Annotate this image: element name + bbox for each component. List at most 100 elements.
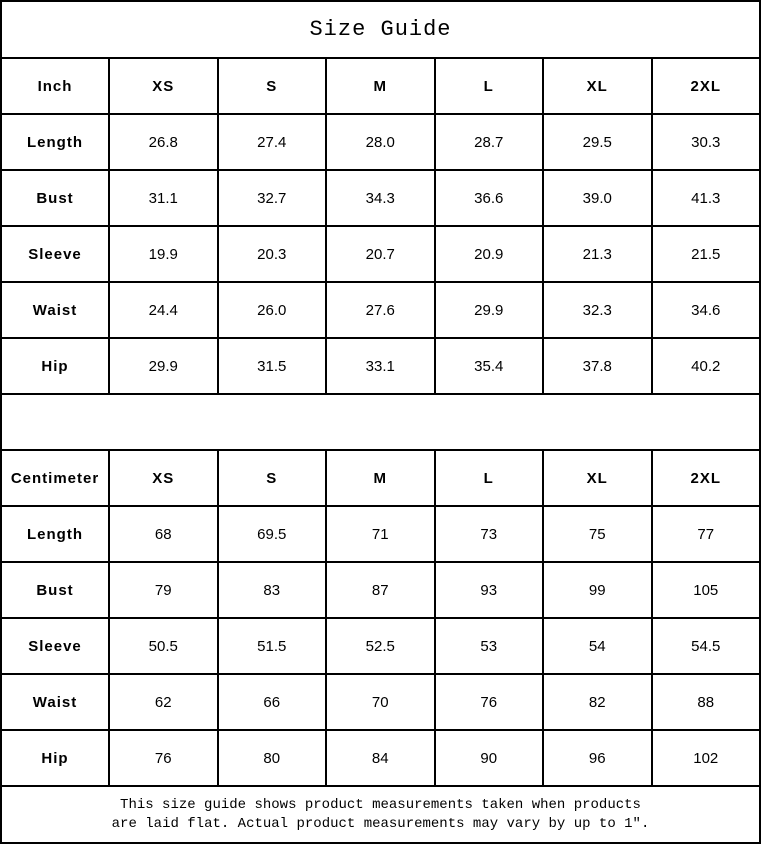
spacer-cell <box>0 393 761 451</box>
table-row: Sleeve 50.5 51.5 52.5 53 54 54.5 <box>0 617 761 675</box>
measurement-cell: 105 <box>650 561 761 619</box>
measurement-cell: 52.5 <box>325 617 436 675</box>
measurement-cell: 76 <box>108 729 219 787</box>
measurement-cell: 102 <box>650 729 761 787</box>
col-header-l: L <box>433 57 544 115</box>
measurement-cell: 87 <box>325 561 436 619</box>
col-header-xs: XS <box>108 449 219 507</box>
measurement-cell: 34.3 <box>325 169 436 227</box>
measurement-cell: 70 <box>325 673 436 731</box>
measurement-cell: 79 <box>108 561 219 619</box>
col-header-xl: XL <box>542 449 653 507</box>
col-header-xl: XL <box>542 57 653 115</box>
row-label-hip: Hip <box>0 729 110 787</box>
measurement-cell: 69.5 <box>216 505 327 563</box>
measurement-cell: 50.5 <box>108 617 219 675</box>
measurement-cell: 66 <box>216 673 327 731</box>
footer-row: This size guide shows product measuremen… <box>0 785 761 844</box>
measurement-cell: 32.3 <box>542 281 653 339</box>
measurement-cell: 26.0 <box>216 281 327 339</box>
centimeter-header-row: Centimeter XS S M L XL 2XL <box>0 449 761 507</box>
col-header-2xl: 2XL <box>650 449 761 507</box>
table-row: Sleeve 19.9 20.3 20.7 20.9 21.3 21.5 <box>0 225 761 283</box>
measurement-cell: 29.9 <box>433 281 544 339</box>
row-label-sleeve: Sleeve <box>0 617 110 675</box>
row-label-length: Length <box>0 113 110 171</box>
row-label-hip: Hip <box>0 337 110 395</box>
measurement-cell: 26.8 <box>108 113 219 171</box>
measurement-cell: 28.7 <box>433 113 544 171</box>
row-label-bust: Bust <box>0 561 110 619</box>
measurement-cell: 39.0 <box>542 169 653 227</box>
title-row: Size Guide <box>0 0 761 59</box>
table-row: Hip 29.9 31.5 33.1 35.4 37.8 40.2 <box>0 337 761 395</box>
measurement-cell: 34.6 <box>650 281 761 339</box>
measurement-cell: 82 <box>542 673 653 731</box>
measurement-cell: 51.5 <box>216 617 327 675</box>
measurement-cell: 31.5 <box>216 337 327 395</box>
measurement-cell: 28.0 <box>325 113 436 171</box>
table-row: Hip 76 80 84 90 96 102 <box>0 729 761 787</box>
table-row: Waist 24.4 26.0 27.6 29.9 32.3 34.6 <box>0 281 761 339</box>
measurement-cell: 99 <box>542 561 653 619</box>
measurement-cell: 90 <box>433 729 544 787</box>
spacer-row <box>0 393 761 451</box>
unit-header-centimeter: Centimeter <box>0 449 110 507</box>
measurement-cell: 96 <box>542 729 653 787</box>
measurement-cell: 62 <box>108 673 219 731</box>
table-row: Length 68 69.5 71 73 75 77 <box>0 505 761 563</box>
table-row: Bust 79 83 87 93 99 105 <box>0 561 761 619</box>
measurement-cell: 24.4 <box>108 281 219 339</box>
measurement-cell: 84 <box>325 729 436 787</box>
measurement-cell: 20.7 <box>325 225 436 283</box>
inch-header-row: Inch XS S M L XL 2XL <box>0 57 761 115</box>
col-header-s: S <box>216 449 327 507</box>
row-label-bust: Bust <box>0 169 110 227</box>
footer-note-line-1: This size guide shows product measuremen… <box>120 796 641 813</box>
row-label-length: Length <box>0 505 110 563</box>
col-header-s: S <box>216 57 327 115</box>
row-label-sleeve: Sleeve <box>0 225 110 283</box>
measurement-cell: 19.9 <box>108 225 219 283</box>
measurement-cell: 27.4 <box>216 113 327 171</box>
page-title: Size Guide <box>0 0 761 59</box>
measurement-cell: 32.7 <box>216 169 327 227</box>
table-row: Length 26.8 27.4 28.0 28.7 29.5 30.3 <box>0 113 761 171</box>
measurement-cell: 93 <box>433 561 544 619</box>
measurement-cell: 54.5 <box>650 617 761 675</box>
row-label-waist: Waist <box>0 673 110 731</box>
col-header-l: L <box>433 449 544 507</box>
col-header-m: M <box>325 449 436 507</box>
measurement-cell: 30.3 <box>650 113 761 171</box>
col-header-xs: XS <box>108 57 219 115</box>
measurement-cell: 71 <box>325 505 436 563</box>
unit-header-inch: Inch <box>0 57 110 115</box>
measurement-cell: 29.5 <box>542 113 653 171</box>
measurement-cell: 21.5 <box>650 225 761 283</box>
measurement-cell: 21.3 <box>542 225 653 283</box>
table-row: Bust 31.1 32.7 34.3 36.6 39.0 41.3 <box>0 169 761 227</box>
measurement-cell: 73 <box>433 505 544 563</box>
measurement-cell: 31.1 <box>108 169 219 227</box>
measurement-cell: 37.8 <box>542 337 653 395</box>
measurement-cell: 75 <box>542 505 653 563</box>
footer-note-line-2: are laid flat. Actual product measuremen… <box>111 815 650 832</box>
measurement-cell: 54 <box>542 617 653 675</box>
table-row: Waist 62 66 70 76 82 88 <box>0 673 761 731</box>
measurement-cell: 33.1 <box>325 337 436 395</box>
measurement-cell: 83 <box>216 561 327 619</box>
col-header-m: M <box>325 57 436 115</box>
measurement-cell: 53 <box>433 617 544 675</box>
measurement-cell: 29.9 <box>108 337 219 395</box>
measurement-cell: 20.9 <box>433 225 544 283</box>
col-header-2xl: 2XL <box>650 57 761 115</box>
measurement-cell: 88 <box>650 673 761 731</box>
measurement-cell: 77 <box>650 505 761 563</box>
measurement-cell: 80 <box>216 729 327 787</box>
measurement-cell: 20.3 <box>216 225 327 283</box>
measurement-cell: 41.3 <box>650 169 761 227</box>
row-label-waist: Waist <box>0 281 110 339</box>
measurement-cell: 40.2 <box>650 337 761 395</box>
